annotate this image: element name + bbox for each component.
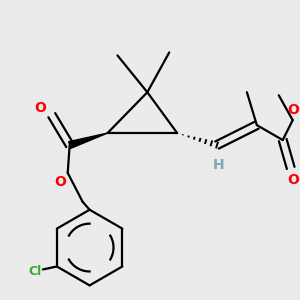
Text: H: H <box>213 158 225 172</box>
Text: Cl: Cl <box>28 265 42 278</box>
Text: O: O <box>288 103 300 117</box>
Text: O: O <box>287 173 298 187</box>
Text: O: O <box>54 175 66 189</box>
Text: O: O <box>34 101 46 115</box>
Polygon shape <box>69 133 107 148</box>
